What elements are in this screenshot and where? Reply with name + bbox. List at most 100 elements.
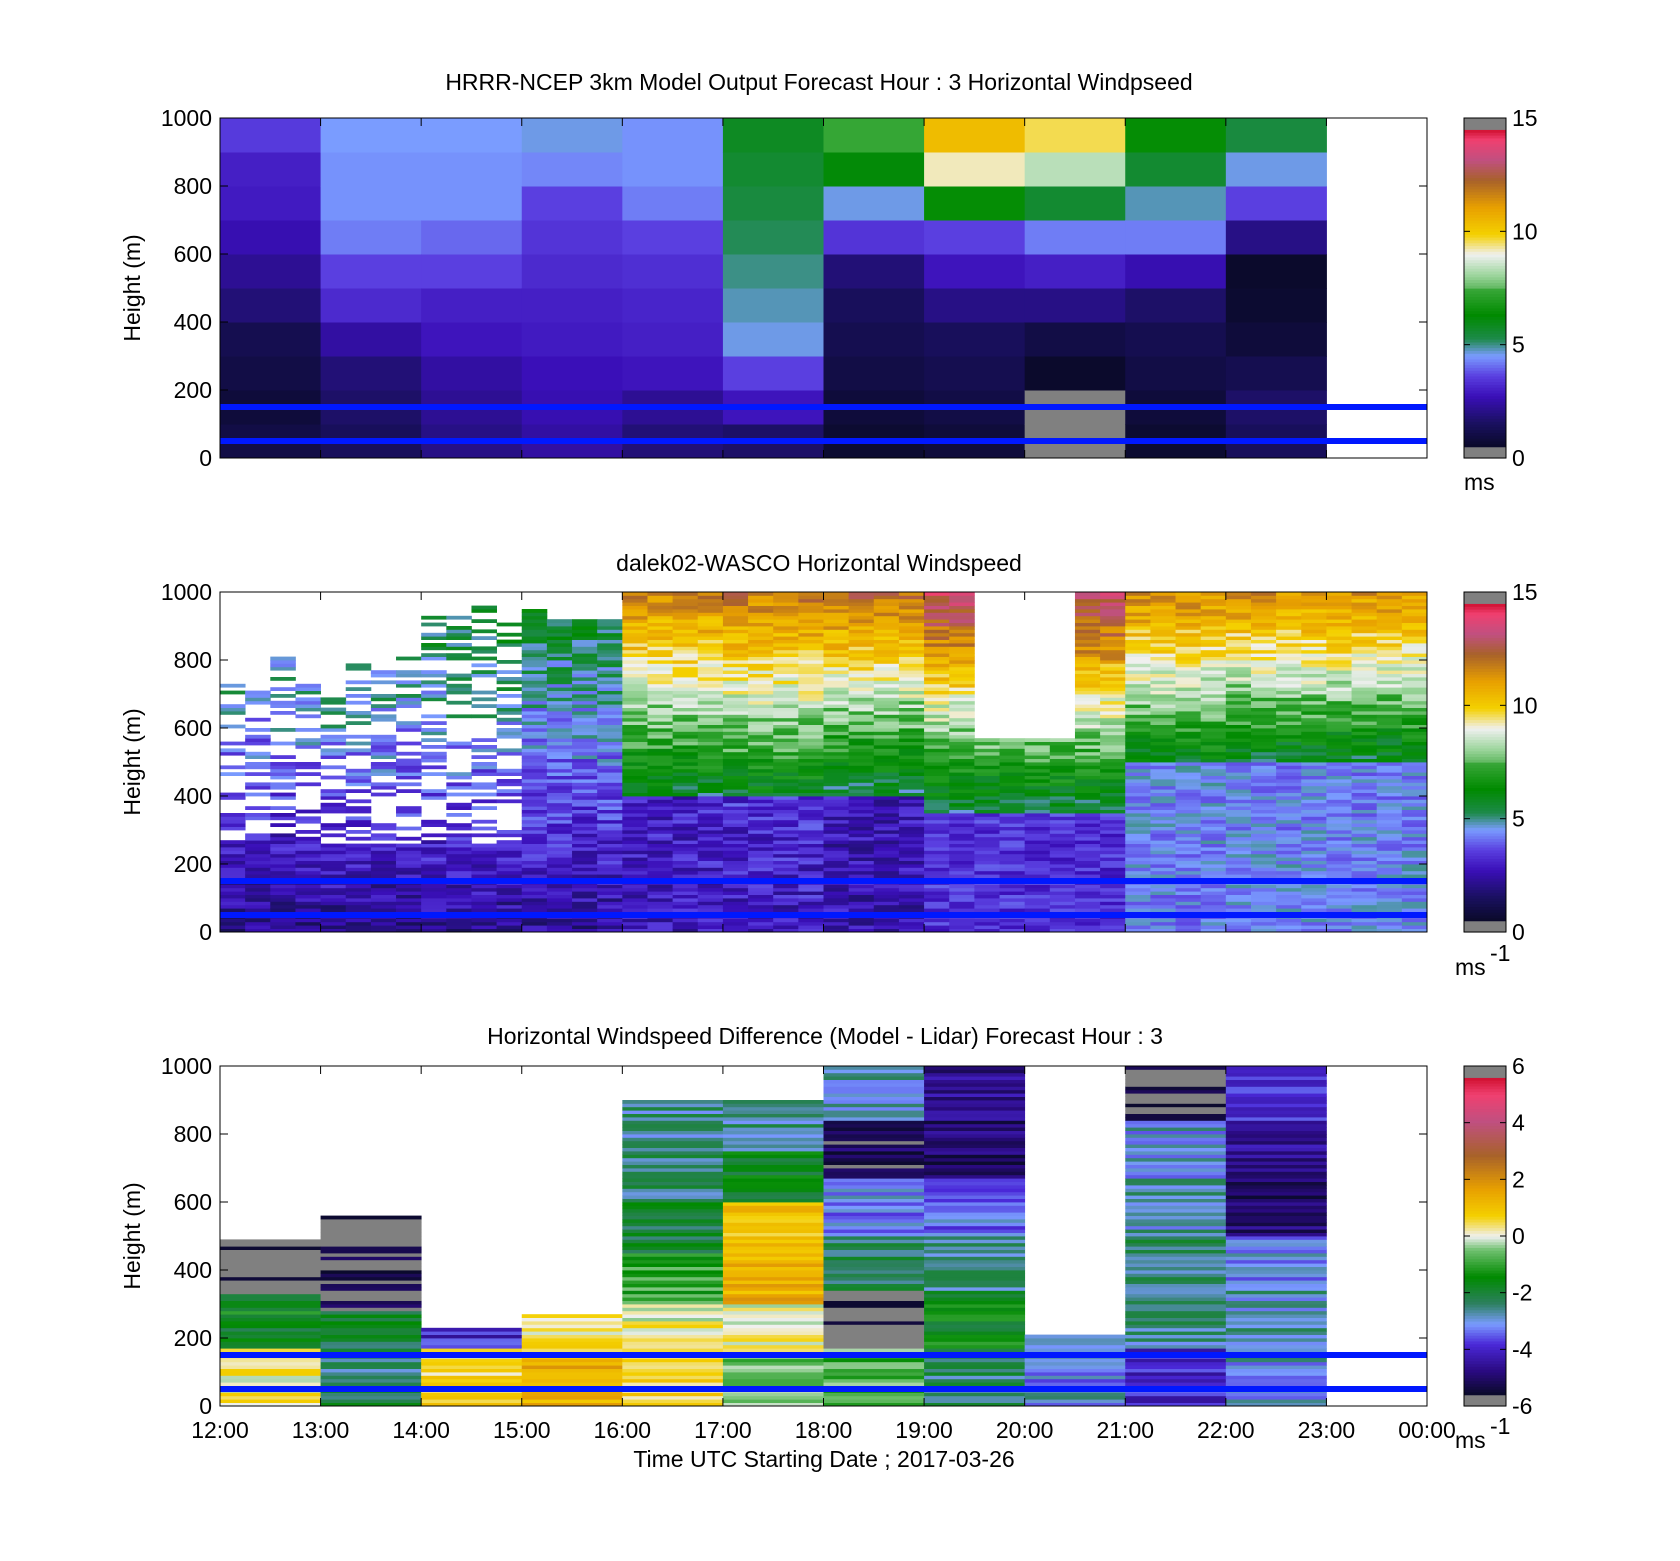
lidar-cell	[1049, 840, 1076, 844]
lidar-cell	[949, 816, 975, 821]
lidar-cell	[1225, 894, 1252, 899]
lidar-cell	[1276, 853, 1302, 858]
difference-cell	[622, 1140, 724, 1145]
difference-cell	[220, 1368, 321, 1373]
difference-cell	[220, 1361, 321, 1366]
lidar-cell	[345, 680, 372, 685]
lidar-cell	[748, 850, 774, 855]
lidar-cell	[421, 867, 447, 872]
lidar-cell	[396, 700, 422, 705]
lidar-cell	[421, 680, 447, 685]
lidar-cell	[1276, 830, 1302, 834]
colorbar-swatch	[1464, 603, 1506, 607]
lidar-cell	[1326, 925, 1352, 929]
colorbar-swatch	[1464, 123, 1506, 128]
lidar-cell	[1074, 884, 1101, 889]
lidar-cell	[1276, 867, 1302, 872]
lidar-cell	[999, 867, 1026, 872]
lidar-cell	[722, 758, 749, 763]
lidar-cell	[873, 898, 900, 902]
lidar-cell	[622, 663, 648, 668]
difference-cell	[622, 1310, 724, 1315]
lidar-cell	[949, 847, 975, 851]
lidar-cell	[823, 789, 850, 793]
lidar-cell	[924, 649, 950, 654]
lidar-cell	[647, 741, 674, 746]
lidar-cell	[1225, 762, 1252, 766]
lidar-cell	[597, 847, 623, 851]
lidar-cell	[370, 904, 397, 909]
difference-cell	[722, 1280, 824, 1284]
difference-cell	[622, 1368, 724, 1373]
lidar-cell	[999, 779, 1026, 783]
lidar-cell	[672, 636, 699, 640]
lidar-cell	[974, 785, 1000, 790]
lidar-cell	[748, 714, 774, 719]
colorbar-swatch	[1464, 353, 1506, 357]
difference-cell	[320, 1321, 422, 1325]
lidar-cell	[773, 622, 799, 627]
lidar-cell	[647, 840, 674, 844]
model-cell	[320, 118, 422, 153]
lidar-cell	[546, 653, 573, 657]
lidar-cell	[572, 724, 598, 729]
lidar-cell	[1250, 741, 1277, 746]
lidar-cell	[546, 779, 573, 783]
difference-cell	[622, 1331, 724, 1335]
lidar-cell	[1351, 860, 1378, 865]
lidar-cell	[622, 704, 648, 708]
lidar-cell	[898, 660, 925, 664]
lidar-cell	[245, 833, 271, 838]
lidar-cell	[873, 660, 900, 664]
lidar-cell	[1125, 860, 1151, 865]
lidar-cell	[1074, 765, 1101, 770]
lidar-cell	[647, 809, 674, 814]
model-cell	[220, 118, 322, 153]
lidar-cell	[546, 843, 573, 848]
lidar-cell	[949, 649, 975, 654]
lidar-cell	[722, 697, 749, 702]
lidar-cell	[823, 782, 850, 787]
lidar-cell	[1326, 697, 1352, 702]
lidar-cell	[748, 843, 774, 848]
lidar-cell	[496, 639, 523, 644]
lidar-cell	[1276, 673, 1302, 678]
lidar-cell	[1401, 683, 1428, 688]
lidar-cell	[823, 626, 850, 630]
lidar-cell	[1326, 901, 1352, 906]
lidar-cell	[1326, 799, 1352, 804]
colorbar-tick-label: 5	[1512, 806, 1525, 832]
difference-cell	[823, 1232, 925, 1237]
model-cell	[924, 322, 1026, 357]
lidar-cell	[999, 819, 1026, 824]
lidar-cell	[647, 816, 674, 821]
lidar-cell	[521, 700, 548, 705]
lidar-cell	[1326, 833, 1352, 838]
lidar-cell	[1200, 836, 1227, 841]
lidar-cell	[546, 830, 573, 834]
lidar-cell	[1074, 592, 1101, 596]
lidar-cell	[1049, 758, 1076, 763]
lidar-cell	[1250, 677, 1277, 681]
lidar-cell	[898, 785, 925, 790]
difference-cell	[823, 1300, 925, 1305]
lidar-cell	[773, 779, 799, 783]
colorbar-swatch	[1464, 222, 1506, 227]
lidar-cell	[672, 707, 699, 712]
lidar-cell	[1175, 663, 1202, 668]
lidar-cell	[572, 894, 598, 899]
lidar-cell	[345, 772, 372, 776]
lidar-cell	[320, 887, 347, 892]
lidar-cell	[1351, 619, 1378, 623]
difference-cell	[320, 1225, 422, 1230]
lidar-cell	[1326, 843, 1352, 848]
lidar-cell	[521, 874, 548, 878]
lidar-cell	[1049, 745, 1076, 749]
lidar-cell	[1326, 789, 1352, 793]
lidar-cell	[597, 643, 623, 647]
lidar-cell	[1401, 799, 1428, 804]
lidar-cell	[370, 836, 397, 841]
lidar-cell	[1351, 615, 1378, 620]
lidar-cell	[823, 887, 850, 892]
lidar-cell	[672, 772, 699, 776]
